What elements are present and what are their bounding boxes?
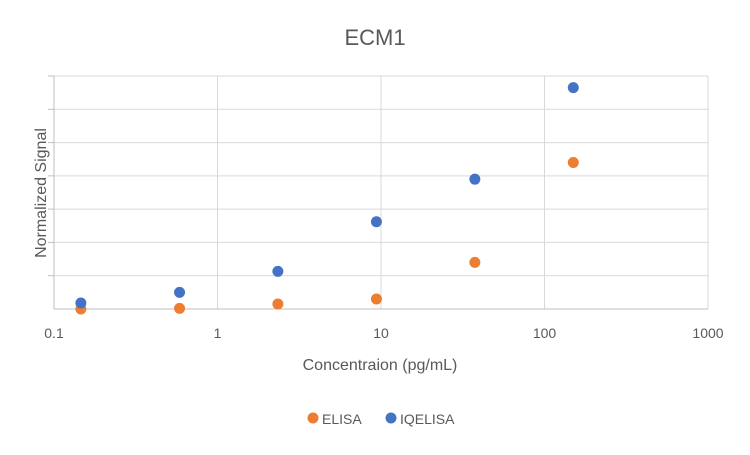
data-point-elisa xyxy=(567,157,579,169)
y-axis-label: Normalized Signal xyxy=(33,128,50,258)
gridlines xyxy=(54,75,709,309)
data-point-iqelisa xyxy=(567,82,579,94)
chart-title: ECM1 xyxy=(344,25,405,50)
data-point-elisa xyxy=(272,298,284,310)
tick-labels: 0.1 1 10 100 1000 xyxy=(44,325,724,341)
legend-label-elisa: ELISA xyxy=(322,411,362,427)
x-tick-label: 100 xyxy=(533,325,557,341)
x-tick-label: 1000 xyxy=(692,325,723,341)
data-point-elisa xyxy=(469,256,481,268)
legend-label-iqelisa: IQELISA xyxy=(400,411,455,427)
x-tick-label: 1 xyxy=(214,325,222,341)
x-axis-label: Concentraion (pg/mL) xyxy=(303,357,458,374)
data-point-elisa xyxy=(174,302,186,314)
data-point-iqelisa xyxy=(272,265,284,277)
data-point-iqelisa xyxy=(75,297,87,309)
data-point-iqelisa xyxy=(469,173,481,185)
legend-marker-elisa xyxy=(307,412,319,424)
data-point-elisa xyxy=(370,293,382,305)
data-points xyxy=(75,82,579,315)
legend: ELISA IQELISA xyxy=(307,411,455,427)
x-tick-label: 10 xyxy=(373,325,389,341)
x-tick-label: 0.1 xyxy=(44,325,64,341)
data-point-iqelisa xyxy=(370,216,382,228)
axes xyxy=(48,75,708,310)
data-point-iqelisa xyxy=(174,286,186,298)
legend-marker-iqelisa xyxy=(385,412,397,424)
